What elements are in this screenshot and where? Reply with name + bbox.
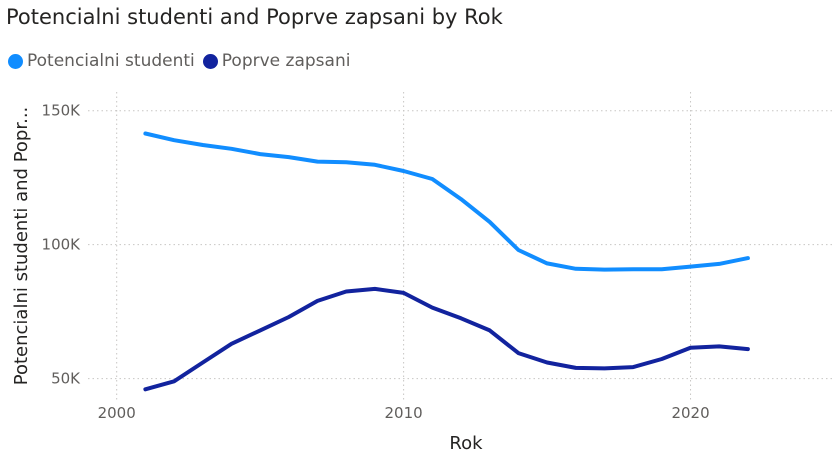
- legend-marker-poprve-zapsani: [202, 53, 218, 69]
- y-tick-label: 150K: [42, 102, 82, 120]
- x-tick-label: 2000: [98, 404, 136, 422]
- series-line-potencialni-studenti: [143, 131, 750, 272]
- legend-label-poprve-zapsani: Poprve zapsani: [221, 51, 351, 71]
- legend-label-potencialni-studenti: Potencialni studenti: [27, 51, 195, 71]
- x-tick-label: 2020: [671, 404, 709, 422]
- y-axis-title: Potencialni studenti and Popr...: [11, 107, 32, 386]
- legend-item-potencialni-studenti[interactable]: Potencialni studenti: [8, 51, 195, 71]
- y-tick-label: 50K: [51, 370, 81, 388]
- x-tick-label: 2010: [385, 404, 423, 422]
- x-axis-title: Rok: [449, 433, 483, 454]
- legend-item-poprve-zapsani[interactable]: Poprve zapsani: [202, 51, 351, 71]
- legend: Potencialni studenti Poprve zapsani: [8, 51, 358, 71]
- y-tick-label: 100K: [42, 236, 82, 254]
- chart-title: Potencialni studenti and Poprve zapsani …: [6, 5, 503, 29]
- legend-marker-potencialni-studenti: [8, 53, 23, 69]
- series-line-poprve-zapsani: [143, 286, 750, 392]
